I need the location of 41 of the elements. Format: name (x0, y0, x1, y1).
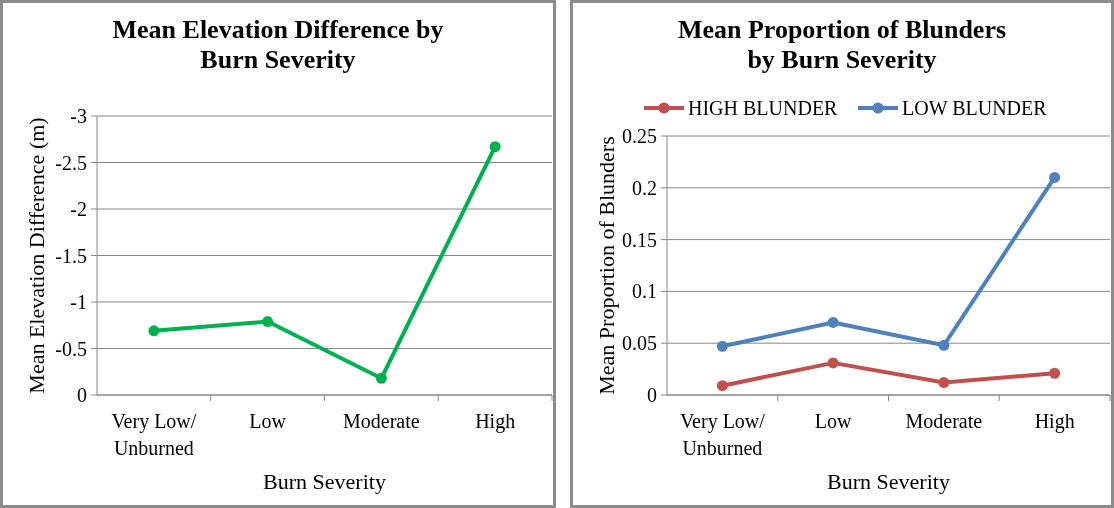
legend-label: HIGH BLUNDER (688, 97, 839, 119)
y-tick-label: -2 (70, 198, 87, 220)
x-tick-label: Low (249, 410, 287, 432)
y-tick-label: -0.5 (55, 337, 87, 360)
chart-title: Mean Elevation Difference by Burn Severity (112, 15, 444, 74)
y-tick-label: 0.05 (622, 332, 657, 355)
x-tick-label: High (475, 410, 516, 433)
point (489, 141, 501, 153)
x-tick-label: Very Low/ Unburned (111, 410, 197, 459)
y-tick-label: 0.15 (622, 228, 657, 251)
x-tick-label: Very Low/ Unburned (679, 410, 766, 459)
point (375, 372, 387, 384)
y-tick-label: 0.1 (632, 280, 657, 303)
y-tick-label: -1.5 (55, 244, 87, 267)
y-tick-label: -2.5 (55, 151, 87, 174)
y-tick-label: 0 (647, 384, 657, 406)
x-axis-title: Burn Severity (827, 469, 950, 494)
point (827, 357, 839, 369)
point (262, 316, 274, 328)
point (148, 325, 160, 337)
legend-label: LOW BLUNDER (902, 97, 1048, 119)
point (938, 377, 950, 389)
y-tick-label: 0.2 (632, 176, 657, 199)
point (1049, 171, 1061, 183)
point (827, 316, 839, 328)
point (938, 339, 950, 351)
point (716, 340, 728, 352)
point (1049, 367, 1061, 379)
x-tick-label: High (1034, 410, 1075, 433)
x-tick-label: Low (814, 410, 853, 432)
point (716, 380, 728, 392)
y-axis-title: Mean Proportion of Blunders (594, 136, 619, 395)
x-axis-title: Burn Severity (263, 469, 386, 494)
y-tick-label: -1 (70, 291, 87, 313)
x-tick-label: Moderate (905, 410, 983, 432)
y-tick-label: 0 (77, 384, 87, 406)
chart-title: Mean Proportion of Blunders by Burn Severity (677, 15, 1007, 74)
y-axis-title: Mean Elevation Difference (m) (24, 117, 49, 394)
y-tick-label: 0.25 (622, 125, 657, 147)
y-tick-label: -3 (70, 105, 87, 127)
x-tick-label: Moderate (343, 410, 420, 432)
